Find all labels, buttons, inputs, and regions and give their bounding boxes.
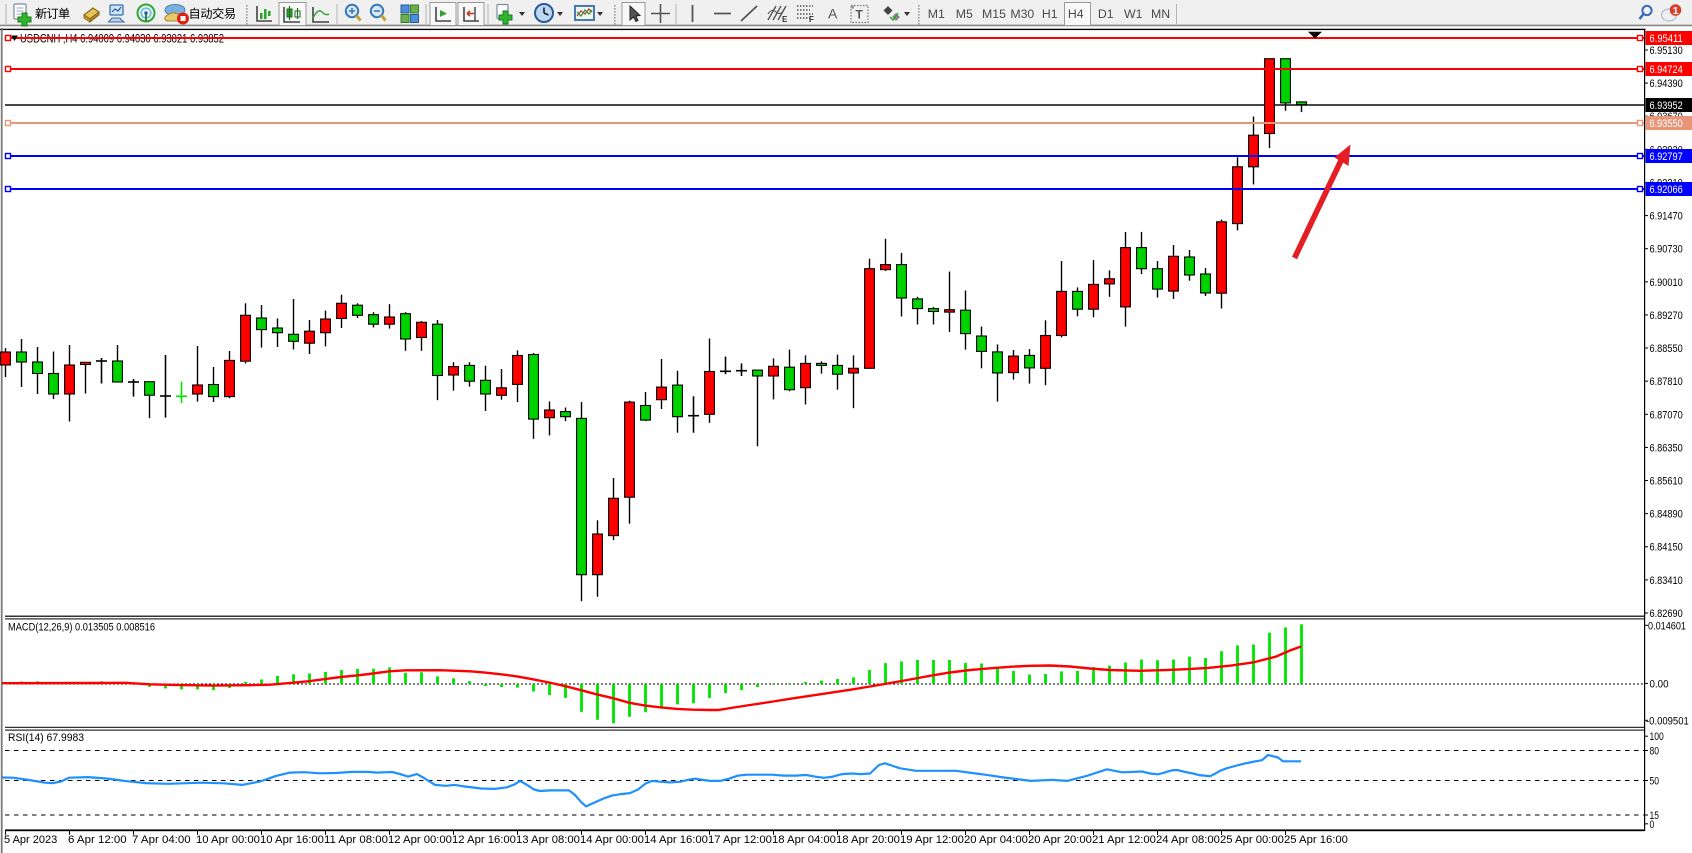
svg-text:6.91470: 6.91470 <box>1650 211 1683 223</box>
svg-text:7 Apr 04:00: 7 Apr 04:00 <box>132 834 191 846</box>
svg-text:12 Apr 16:00: 12 Apr 16:00 <box>452 834 516 846</box>
svg-text:6.92797: 6.92797 <box>1650 151 1683 163</box>
svg-text:6.94724: 6.94724 <box>1650 64 1683 76</box>
svg-text:D1: D1 <box>1098 7 1114 21</box>
svg-text:6.87070: 6.87070 <box>1650 409 1683 421</box>
svg-text:M30: M30 <box>1010 7 1034 21</box>
svg-text:6.82690: 6.82690 <box>1650 608 1683 620</box>
svg-text:50: 50 <box>1650 775 1660 787</box>
svg-text:MACD(12,26,9) 0.013505 0.00851: MACD(12,26,9) 0.013505 0.008516 <box>8 622 155 634</box>
svg-text:10 Apr 00:00: 10 Apr 00:00 <box>196 834 260 846</box>
svg-text:6.93952: 6.93952 <box>1650 100 1683 112</box>
svg-text:M5: M5 <box>956 7 973 21</box>
svg-text:20 Apr 20:00: 20 Apr 20:00 <box>1028 834 1092 846</box>
svg-text:1: 1 <box>1673 5 1679 17</box>
svg-text:13 Apr 08:00: 13 Apr 08:00 <box>516 834 580 846</box>
svg-text:10 Apr 16:00: 10 Apr 16:00 <box>260 834 324 846</box>
svg-text:12 Apr 00:00: 12 Apr 00:00 <box>388 834 452 846</box>
svg-text:6.92066: 6.92066 <box>1650 184 1683 196</box>
svg-text:6.93550: 6.93550 <box>1650 118 1683 130</box>
svg-text:25 Apr 00:00: 25 Apr 00:00 <box>1220 834 1284 846</box>
svg-text:6.95130: 6.95130 <box>1650 45 1683 57</box>
svg-text:A: A <box>828 6 838 22</box>
svg-text:100: 100 <box>1650 731 1664 743</box>
svg-text:6.86350: 6.86350 <box>1650 442 1683 454</box>
svg-text:18 Apr 20:00: 18 Apr 20:00 <box>836 834 900 846</box>
svg-text:0.014601: 0.014601 <box>1648 620 1686 632</box>
svg-text:21 Apr 12:00: 21 Apr 12:00 <box>1092 834 1156 846</box>
svg-text:H4: H4 <box>1068 7 1084 21</box>
svg-text:6.85610: 6.85610 <box>1650 475 1683 487</box>
svg-text:W1: W1 <box>1124 7 1143 21</box>
svg-text:F: F <box>809 15 814 24</box>
svg-text:6.89270: 6.89270 <box>1650 310 1683 322</box>
svg-text:17 Apr 12:00: 17 Apr 12:00 <box>708 834 772 846</box>
svg-text:-0.009501: -0.009501 <box>1646 715 1689 727</box>
svg-text:E: E <box>782 15 788 24</box>
svg-text:6.90010: 6.90010 <box>1650 277 1683 289</box>
svg-text:20 Apr 04:00: 20 Apr 04:00 <box>964 834 1028 846</box>
svg-text:M1: M1 <box>928 7 945 21</box>
svg-text:6.83410: 6.83410 <box>1650 575 1683 587</box>
svg-text:6.84890: 6.84890 <box>1650 509 1683 521</box>
svg-text:5 Apr 2023: 5 Apr 2023 <box>4 834 57 846</box>
svg-text:14 Apr 16:00: 14 Apr 16:00 <box>644 834 708 846</box>
svg-text:6 Apr 12:00: 6 Apr 12:00 <box>68 834 127 846</box>
svg-text:6.95411: 6.95411 <box>1650 33 1683 45</box>
svg-text:MN: MN <box>1151 7 1170 21</box>
svg-text:24 Apr 08:00: 24 Apr 08:00 <box>1156 834 1220 846</box>
svg-text:19 Apr 12:00: 19 Apr 12:00 <box>900 834 964 846</box>
svg-text:15: 15 <box>1650 810 1660 822</box>
svg-text:6.84150: 6.84150 <box>1650 542 1683 554</box>
svg-text:T: T <box>856 8 864 22</box>
svg-text:6.94390: 6.94390 <box>1650 78 1683 90</box>
svg-text:H1: H1 <box>1042 7 1058 21</box>
svg-text:80: 80 <box>1650 745 1660 757</box>
svg-text:6.88550: 6.88550 <box>1650 343 1683 355</box>
svg-text:25 Apr 16:00: 25 Apr 16:00 <box>1284 834 1348 846</box>
svg-text:0.00: 0.00 <box>1650 678 1669 690</box>
svg-text:11 Apr 08:00: 11 Apr 08:00 <box>324 834 388 846</box>
svg-text:M15: M15 <box>982 7 1006 21</box>
svg-text:6.90730: 6.90730 <box>1650 244 1683 256</box>
svg-text:0: 0 <box>1650 819 1655 831</box>
svg-text:18 Apr 04:00: 18 Apr 04:00 <box>772 834 836 846</box>
svg-text:14 Apr 00:00: 14 Apr 00:00 <box>580 834 644 846</box>
svg-text:6.87810: 6.87810 <box>1650 376 1683 388</box>
svg-text:RSI(14) 67.9983: RSI(14) 67.9983 <box>8 732 84 744</box>
